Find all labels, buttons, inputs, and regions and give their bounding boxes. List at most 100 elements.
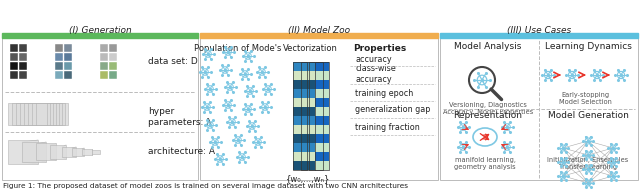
Bar — [100, 44, 108, 52]
Bar — [109, 53, 117, 61]
Bar — [293, 98, 307, 107]
Text: Model Analysis: Model Analysis — [454, 42, 522, 51]
Bar — [301, 152, 315, 161]
Bar — [301, 80, 315, 89]
Bar — [55, 62, 63, 70]
Bar — [55, 53, 63, 61]
Bar — [8, 140, 38, 164]
Bar — [2, 33, 198, 38]
Bar — [62, 147, 76, 157]
Bar — [10, 71, 18, 79]
Bar — [24, 103, 56, 125]
Bar — [309, 62, 323, 71]
Bar — [309, 143, 323, 152]
Bar — [109, 62, 117, 70]
Bar — [22, 142, 46, 162]
Text: Population of Mode's: Population of Mode's — [195, 44, 282, 53]
Bar — [315, 71, 329, 80]
Bar — [309, 152, 323, 161]
Bar — [293, 143, 307, 152]
Bar — [309, 125, 323, 134]
Bar — [315, 143, 329, 152]
Bar — [315, 152, 329, 161]
Bar — [301, 125, 315, 134]
Text: accuracy: accuracy — [355, 55, 392, 64]
Text: data set: D: data set: D — [148, 57, 198, 66]
Bar — [64, 62, 72, 70]
Text: Properties: Properties — [353, 44, 406, 53]
Text: Model Generation: Model Generation — [548, 111, 628, 120]
Bar — [100, 71, 108, 79]
Bar — [301, 62, 315, 71]
Bar — [55, 44, 63, 52]
Bar — [72, 148, 84, 156]
Bar — [64, 71, 72, 79]
Bar — [64, 44, 72, 52]
Bar — [19, 62, 27, 70]
Bar — [100, 62, 108, 70]
Bar — [293, 62, 307, 71]
Bar — [309, 98, 323, 107]
Bar — [315, 116, 329, 125]
Bar — [20, 103, 59, 125]
Bar — [315, 134, 329, 143]
Bar — [2, 38, 198, 180]
Bar — [301, 71, 315, 80]
Bar — [301, 107, 315, 116]
Text: class-wise
accuracy: class-wise accuracy — [355, 64, 396, 84]
Bar — [309, 80, 323, 89]
Bar — [293, 107, 307, 116]
Bar — [315, 98, 329, 107]
Bar — [36, 143, 56, 160]
Bar — [301, 134, 315, 143]
Bar — [293, 89, 307, 98]
Bar — [55, 71, 63, 79]
Bar — [200, 33, 438, 38]
Text: Versioning, Diagnostics
Accuracy, Model Properties: Versioning, Diagnostics Accuracy, Model … — [443, 102, 533, 115]
Bar — [32, 103, 50, 125]
Bar — [440, 33, 638, 38]
Bar — [301, 143, 315, 152]
Bar — [315, 89, 329, 98]
Bar — [19, 53, 27, 61]
Bar — [309, 134, 323, 143]
Bar — [315, 62, 329, 71]
Bar — [309, 62, 323, 170]
Bar — [315, 107, 329, 116]
Text: architecture: A: architecture: A — [148, 147, 215, 156]
Text: Figure 1: The proposed dataset of model zoos is trained on several image dataset: Figure 1: The proposed dataset of model … — [3, 183, 408, 189]
Bar — [28, 103, 53, 125]
Bar — [301, 161, 315, 170]
Bar — [109, 71, 117, 79]
Text: hyper
parameters: λ: hyper parameters: λ — [148, 107, 212, 127]
Bar — [293, 125, 307, 134]
Bar — [293, 80, 307, 89]
Bar — [36, 103, 47, 125]
Bar — [309, 161, 323, 170]
Bar — [309, 116, 323, 125]
Text: Representation: Representation — [454, 111, 522, 120]
Bar — [309, 89, 323, 98]
Text: (I) Generation: (I) Generation — [68, 26, 131, 35]
Bar — [440, 38, 638, 180]
Text: training epoch: training epoch — [355, 89, 413, 98]
Text: (III) Use Cases: (III) Use Cases — [507, 26, 571, 35]
Bar — [100, 53, 108, 61]
Bar — [293, 116, 307, 125]
Bar — [50, 145, 66, 159]
Bar — [315, 161, 329, 170]
Text: training fraction: training fraction — [355, 122, 420, 132]
Bar — [293, 152, 307, 161]
Bar — [293, 71, 307, 80]
Bar — [301, 89, 315, 98]
Bar — [10, 53, 18, 61]
Text: generalization gap: generalization gap — [355, 104, 430, 113]
Bar — [82, 149, 92, 155]
Bar — [309, 107, 323, 116]
Bar — [19, 71, 27, 79]
Bar — [293, 161, 307, 170]
Text: (II) Model Zoo: (II) Model Zoo — [288, 26, 350, 35]
Text: Early-stopping
Model Selection: Early-stopping Model Selection — [559, 92, 611, 105]
Bar — [8, 103, 68, 125]
Text: Initialization, Ensembles
Transfer Learning: Initialization, Ensembles Transfer Learn… — [547, 157, 628, 170]
